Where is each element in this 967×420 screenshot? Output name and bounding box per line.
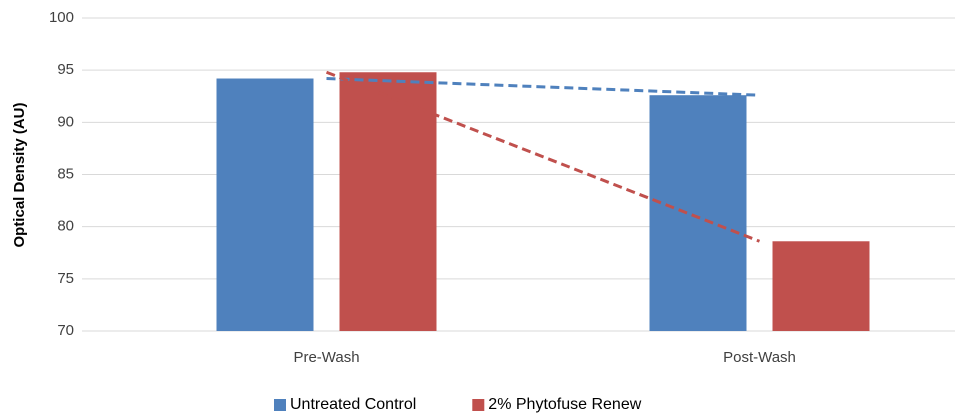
legend-label: 2% Phytofuse Renew: [488, 396, 641, 413]
y-tick-label: 95: [57, 61, 74, 78]
trend-line: [326, 77, 760, 97]
bar: [339, 72, 437, 332]
legend-swatch: [472, 399, 485, 411]
y-tick-label: 80: [57, 218, 74, 235]
trend-line: [325, 70, 761, 243]
y-tick-label: 100: [49, 9, 74, 26]
y-tick-label: 75: [57, 270, 74, 287]
y-axis-label: Optical Density (AU): [11, 102, 28, 247]
legend-swatch: [274, 399, 286, 411]
y-tick-label: 70: [57, 322, 74, 339]
y-tick-label: 85: [57, 165, 74, 182]
x-tick-label: Post-Wash: [723, 349, 796, 366]
bar: [772, 241, 870, 331]
bar: [649, 95, 747, 331]
bar: [216, 78, 314, 331]
x-tick-label: Pre-Wash: [293, 349, 359, 366]
y-tick-label: 90: [57, 113, 74, 130]
legend-label: Untreated Control: [290, 396, 416, 413]
